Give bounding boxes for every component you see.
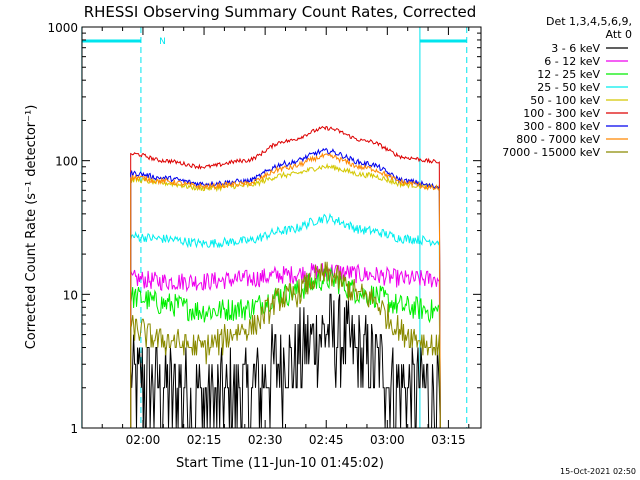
y-tick-label: 1000 — [47, 21, 78, 35]
y-tick-label: 10 — [63, 288, 78, 302]
series-line-0 — [130, 293, 441, 428]
plot-border — [81, 26, 482, 429]
x-tick-label: 03:15 — [431, 433, 466, 447]
series-line-4 — [130, 162, 441, 428]
x-tick-label: 02:30 — [248, 433, 283, 447]
legend-label-2: 12 - 25 keV — [537, 68, 600, 81]
x-axis-ticks: 02:00 02:15 02:30 02:45 03:00 03:15 — [101, 27, 470, 447]
timestamp: 15-Oct-2021 02:50 — [560, 467, 636, 476]
series-line-6 — [130, 147, 441, 428]
detector-info-line-1: Det 1,3,4,5,6,9, — [546, 15, 632, 28]
legend-label-7: 800 - 7000 keV — [516, 133, 600, 146]
x-tick-label: 02:15 — [187, 433, 222, 447]
series-line-7 — [130, 152, 441, 428]
series-line-5 — [130, 125, 441, 428]
x-tick-label: 02:45 — [309, 433, 344, 447]
x-tick-label: 02:00 — [126, 433, 161, 447]
series-line-8 — [130, 261, 441, 428]
series-line-1 — [130, 263, 441, 428]
legend-label-3: 25 - 50 keV — [537, 81, 600, 94]
series-line-2 — [130, 266, 441, 428]
series-line-3 — [130, 212, 441, 428]
series-lines — [130, 125, 441, 428]
y-tick-label: 100 — [55, 155, 78, 169]
legend-label-4: 50 - 100 keV — [530, 94, 600, 107]
chart-title: RHESSI Observing Summary Count Rates, Co… — [84, 3, 477, 21]
legend-label-5: 100 - 300 keV — [523, 107, 600, 120]
x-tick-label: 03:00 — [370, 433, 405, 447]
annotation-label: N — [159, 37, 166, 47]
y-axis-ticks: 1 10 100 1000 — [47, 21, 481, 436]
detector-info-line-2: Att 0 — [606, 28, 632, 41]
legend-label-6: 300 - 800 keV — [523, 120, 600, 133]
x-axis-label: Start Time (11-Jun-10 01:45:02) — [176, 456, 384, 471]
legend-label-8: 7000 - 15000 keV — [502, 146, 600, 159]
plot-frame — [81, 26, 482, 429]
y-tick-label: 1 — [70, 422, 78, 436]
legend-label-1: 6 - 12 keV — [544, 55, 600, 68]
y-axis-label: Corrected Count Rate (s⁻¹ detector⁻¹) — [24, 105, 39, 350]
legend-label-0: 3 - 6 keV — [551, 42, 600, 55]
